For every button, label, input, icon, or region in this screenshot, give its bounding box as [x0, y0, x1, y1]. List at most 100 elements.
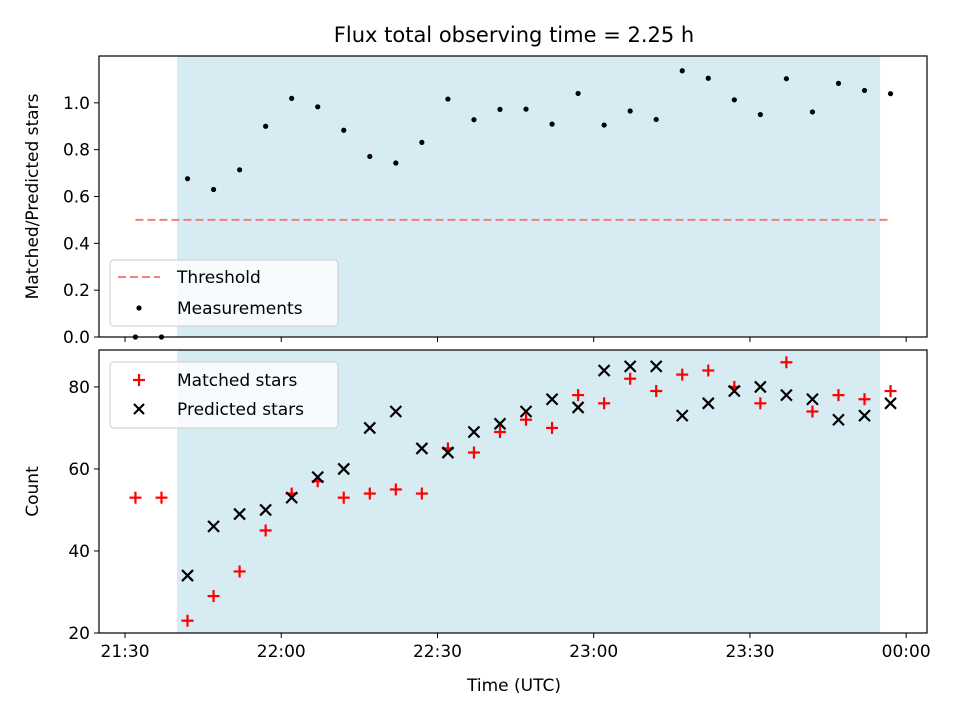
- matched-star-point: [598, 397, 611, 410]
- measurement-point: [393, 160, 399, 166]
- measurement-point: [861, 87, 868, 94]
- predicted-star-point: [623, 360, 637, 373]
- legend-box: [109, 361, 339, 429]
- measurement-point: [289, 95, 295, 101]
- matched-star-point: [155, 491, 168, 504]
- legend-box: [109, 259, 339, 327]
- predicted-star-point: [181, 569, 194, 582]
- predicted-star-point: [467, 425, 481, 439]
- predicted-star-point: [207, 520, 220, 533]
- y-tick-label: 40: [68, 542, 90, 562]
- measurement-point: [315, 104, 321, 110]
- ratio-y-ticks: 0.0 0.2 0.4 0.6 0.8 1.0: [63, 94, 99, 348]
- legend-predicted-label: Predicted stars: [177, 400, 304, 420]
- matched-star-point: [520, 413, 533, 426]
- predicted-star-point: [441, 446, 455, 459]
- y-tick-label: 60: [68, 460, 90, 480]
- measurement-point: [783, 76, 789, 82]
- predicted-star-point: [649, 360, 663, 373]
- predicted-star-point: [493, 417, 507, 431]
- ratio-panel: 0.0 0.2 0.4 0.6 0.8 1.0 Matched/Predicted sta…: [23, 55, 928, 348]
- measurement-point: [523, 106, 529, 112]
- measurement-point: [341, 127, 347, 133]
- predicted-star-point: [832, 413, 845, 427]
- predicted-star-point: [702, 397, 715, 410]
- matched-star-point: [233, 565, 246, 578]
- y-tick-label: 0.0: [63, 328, 90, 348]
- matched-star-point: [624, 372, 637, 385]
- x-tick-label: 22:30: [413, 642, 462, 662]
- measurement-point: [835, 80, 842, 86]
- measurement-point: [757, 111, 763, 118]
- count-x-ticks: 21:30 22:00 22:30 23:00 23:30 00:00: [101, 633, 931, 662]
- predicted-star-point: [597, 364, 611, 377]
- measurement-point: [887, 91, 894, 97]
- measurement-point: [263, 123, 269, 129]
- predicted-star-point: [571, 401, 585, 414]
- ratio-marks: [132, 68, 894, 340]
- count-y-ticks: 20 40 60 80: [68, 378, 99, 644]
- measurement-point: [809, 109, 816, 115]
- measurement-point: [445, 96, 451, 102]
- measurement-point: [705, 75, 711, 81]
- predicted-star-point: [259, 503, 272, 517]
- matched-star-point: [363, 487, 376, 500]
- matched-star-point: [129, 491, 142, 504]
- matched-star-point: [337, 491, 350, 504]
- predicted-star-point: [780, 388, 793, 402]
- ratio-x-ticks: [124, 337, 907, 342]
- x-axis-label: Time (UTC): [466, 676, 561, 696]
- legend-predicted-swatch: [133, 403, 145, 415]
- matched-star-point: [467, 446, 480, 459]
- chart-title: Flux total observing time = 2.25 h: [334, 23, 694, 47]
- matched-star-point: [389, 483, 402, 496]
- x-tick-label: 00:00: [882, 642, 931, 662]
- measurement-point: [575, 90, 581, 97]
- predicted-star-point: [675, 409, 689, 422]
- ratio-y-axis-label: Matched/Predicted stars: [23, 93, 43, 299]
- x-tick-label: 23:00: [569, 642, 618, 662]
- count-legend: Matched stars Predicted stars: [109, 361, 339, 429]
- matched-star-point: [702, 364, 715, 377]
- measurement-point: [471, 117, 477, 123]
- measurement-point: [497, 106, 503, 112]
- y-tick-label: 1.0: [63, 94, 90, 114]
- predicted-star-point: [728, 384, 741, 398]
- predicted-star-point: [884, 397, 897, 410]
- y-tick-label: 80: [68, 378, 90, 398]
- measurement-point: [601, 122, 607, 128]
- measurement-point: [184, 176, 191, 182]
- legend-matched-swatch: [133, 374, 145, 386]
- matched-star-point: [650, 385, 663, 398]
- y-tick-label: 0.8: [63, 141, 90, 161]
- matched-star-point: [259, 524, 272, 537]
- matched-star-point: [415, 487, 428, 500]
- count-marks: [129, 356, 897, 627]
- matched-star-point: [806, 405, 819, 418]
- measurement-point: [237, 167, 243, 173]
- measurement-point: [210, 186, 217, 193]
- predicted-star-point: [545, 392, 559, 406]
- predicted-star-point: [858, 409, 871, 422]
- y-tick-label: 0.6: [63, 188, 90, 208]
- legend-threshold-label: Threshold: [176, 268, 261, 288]
- legend-measurements-label: Measurements: [177, 299, 303, 319]
- predicted-star-point: [806, 392, 819, 406]
- matched-star-point: [832, 389, 845, 402]
- matched-star-point: [780, 356, 793, 369]
- measurement-point: [549, 121, 555, 127]
- matched-star-point: [572, 389, 585, 402]
- predicted-star-point: [285, 491, 298, 504]
- y-tick-label: 20: [68, 624, 90, 644]
- measurement-point: [653, 116, 659, 123]
- predicted-star-point: [389, 405, 403, 418]
- matched-star-point: [181, 614, 194, 627]
- predicted-star-point: [363, 421, 377, 435]
- predicted-star-point: [754, 380, 767, 394]
- ratio-legend: Threshold Measurements: [109, 259, 339, 327]
- x-tick-label: 23:30: [725, 642, 774, 662]
- predicted-star-point: [415, 442, 429, 455]
- matched-star-point: [884, 385, 897, 398]
- count-y-axis-label: Count: [23, 466, 43, 517]
